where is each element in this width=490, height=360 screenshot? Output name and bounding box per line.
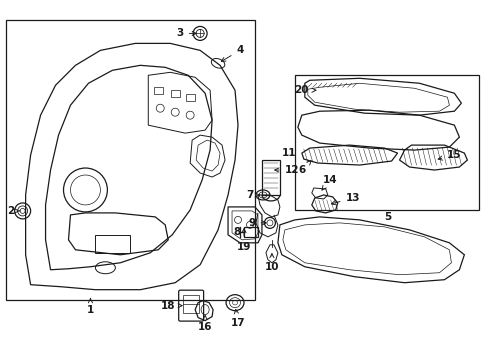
Bar [96, 235, 130, 253]
Text: 10: 10 [265, 253, 279, 272]
Text: 8: 8 [233, 227, 241, 237]
Text: 3: 3 [176, 28, 196, 39]
Bar [154, 87, 163, 94]
Bar [262, 160, 280, 195]
Text: 6: 6 [298, 161, 311, 175]
Bar [183, 295, 199, 312]
Text: 4: 4 [221, 45, 244, 62]
Bar [186, 94, 195, 101]
Text: 13: 13 [331, 193, 360, 205]
Text: 7: 7 [246, 190, 259, 200]
Text: 17: 17 [231, 309, 245, 328]
Bar [6, 21, 255, 300]
Text: 12: 12 [275, 165, 299, 175]
Text: 9: 9 [248, 218, 266, 228]
Bar [171, 90, 180, 97]
Text: 20: 20 [294, 85, 316, 95]
Text: 5: 5 [384, 212, 391, 222]
Text: 2: 2 [7, 206, 20, 216]
Bar [295, 75, 479, 210]
Text: 15: 15 [438, 150, 462, 160]
Text: 11: 11 [282, 148, 296, 158]
Text: 1: 1 [87, 298, 94, 315]
Text: 19: 19 [237, 229, 251, 252]
Text: 18: 18 [161, 301, 182, 311]
Text: 14: 14 [322, 175, 337, 190]
Text: 16: 16 [198, 315, 212, 332]
